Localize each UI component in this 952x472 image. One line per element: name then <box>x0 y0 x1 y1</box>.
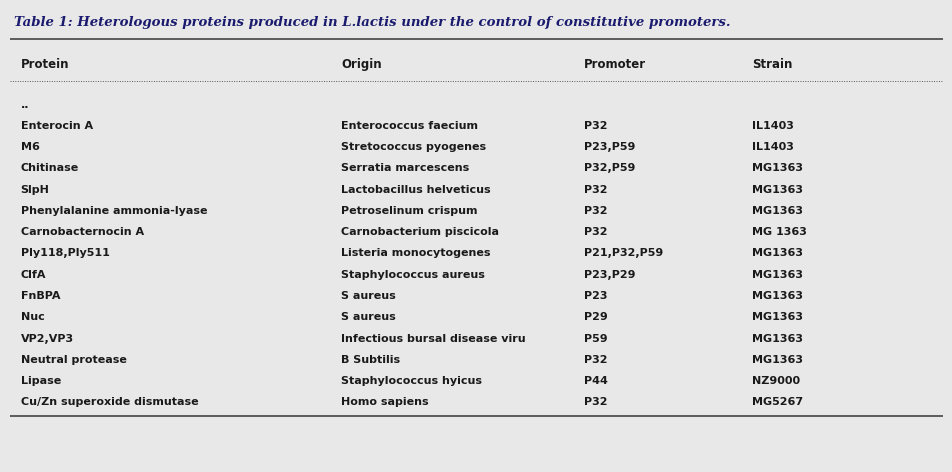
Text: Staphylococcus hyicus: Staphylococcus hyicus <box>341 376 482 386</box>
Text: Enterocin A: Enterocin A <box>21 121 92 131</box>
Text: MG5267: MG5267 <box>751 397 803 407</box>
Text: P23: P23 <box>584 291 606 301</box>
Text: Table 1: Heterologous proteins produced in L.lactis under the control of constit: Table 1: Heterologous proteins produced … <box>14 17 730 29</box>
Text: ClfA: ClfA <box>21 270 47 280</box>
Text: MG1363: MG1363 <box>751 185 803 194</box>
Text: Chitinase: Chitinase <box>21 163 79 173</box>
Text: MG1363: MG1363 <box>751 312 803 322</box>
Text: P32: P32 <box>584 206 606 216</box>
Text: Carnobacternocin A: Carnobacternocin A <box>21 227 144 237</box>
Text: P32: P32 <box>584 121 606 131</box>
Text: S aureus: S aureus <box>341 291 395 301</box>
Text: Enterococcus faecium: Enterococcus faecium <box>341 121 478 131</box>
Text: MG1363: MG1363 <box>751 355 803 365</box>
Text: MG 1363: MG 1363 <box>751 227 806 237</box>
Text: Petroselinum crispum: Petroselinum crispum <box>341 206 477 216</box>
Text: MG1363: MG1363 <box>751 334 803 344</box>
Text: Ply118,Ply511: Ply118,Ply511 <box>21 248 109 259</box>
Text: M6: M6 <box>21 142 40 152</box>
Text: P32,P59: P32,P59 <box>584 163 635 173</box>
Text: Nuc: Nuc <box>21 312 45 322</box>
Text: P59: P59 <box>584 334 606 344</box>
Text: MG1363: MG1363 <box>751 163 803 173</box>
Text: P44: P44 <box>584 376 607 386</box>
Text: IL1403: IL1403 <box>751 121 793 131</box>
Text: ..: .. <box>21 100 30 110</box>
Text: P29: P29 <box>584 312 607 322</box>
Text: Neutral protease: Neutral protease <box>21 355 127 365</box>
Text: MG1363: MG1363 <box>751 291 803 301</box>
Text: Serratia marcescens: Serratia marcescens <box>341 163 468 173</box>
Text: MG1363: MG1363 <box>751 270 803 280</box>
Text: B Subtilis: B Subtilis <box>341 355 400 365</box>
Text: Origin: Origin <box>341 58 382 71</box>
Text: Listeria monocytogenes: Listeria monocytogenes <box>341 248 490 259</box>
Text: Lipase: Lipase <box>21 376 61 386</box>
Text: Stretococcus pyogenes: Stretococcus pyogenes <box>341 142 486 152</box>
Text: P32: P32 <box>584 227 606 237</box>
Text: NZ9000: NZ9000 <box>751 376 800 386</box>
Text: P32: P32 <box>584 185 606 194</box>
Text: FnBPA: FnBPA <box>21 291 60 301</box>
Text: MG1363: MG1363 <box>751 248 803 259</box>
Text: P32: P32 <box>584 355 606 365</box>
Text: Cu/Zn superoxide dismutase: Cu/Zn superoxide dismutase <box>21 397 198 407</box>
Text: P21,P32,P59: P21,P32,P59 <box>584 248 663 259</box>
Text: SlpH: SlpH <box>21 185 50 194</box>
Text: MG1363: MG1363 <box>751 206 803 216</box>
Text: P23,P29: P23,P29 <box>584 270 635 280</box>
Text: IL1403: IL1403 <box>751 142 793 152</box>
Text: S aureus: S aureus <box>341 312 395 322</box>
Text: Lactobacillus helveticus: Lactobacillus helveticus <box>341 185 490 194</box>
Text: VP2,VP3: VP2,VP3 <box>21 334 74 344</box>
Text: Strain: Strain <box>751 58 791 71</box>
Text: Promoter: Promoter <box>584 58 645 71</box>
Text: Protein: Protein <box>21 58 69 71</box>
Text: P23,P59: P23,P59 <box>584 142 635 152</box>
Text: Phenylalanine ammonia-lyase: Phenylalanine ammonia-lyase <box>21 206 207 216</box>
Text: Infectious bursal disease viru: Infectious bursal disease viru <box>341 334 526 344</box>
Text: Homo sapiens: Homo sapiens <box>341 397 428 407</box>
Text: Staphylococcus aureus: Staphylococcus aureus <box>341 270 485 280</box>
Text: P32: P32 <box>584 397 606 407</box>
Text: Carnobacterium piscicola: Carnobacterium piscicola <box>341 227 499 237</box>
